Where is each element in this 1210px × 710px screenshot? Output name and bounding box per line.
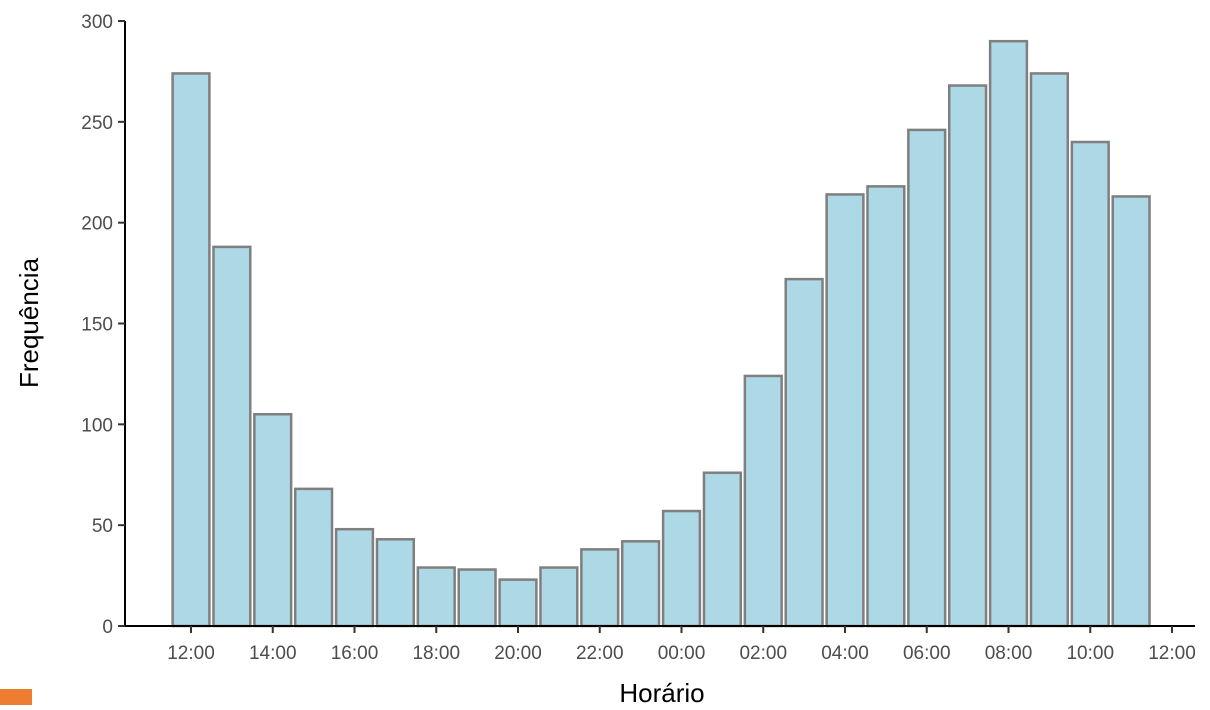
y-tick-label-5: 250: [81, 113, 113, 134]
bar-17: [866, 185, 906, 628]
x-tick-label-4: 20:00: [494, 643, 542, 664]
bar-11: [620, 540, 661, 628]
x-tick-label-6: 00:00: [658, 643, 706, 664]
x-tick-label-1: 14:00: [249, 643, 297, 664]
x-tick-label-12: 12:00: [1148, 643, 1196, 664]
y-axis-title: Frequência: [14, 257, 44, 388]
x-tick-label-8: 04:00: [821, 643, 869, 664]
bar-2: [253, 413, 293, 628]
bar-3: [293, 487, 334, 628]
bar-18: [907, 128, 947, 628]
bar-7: [457, 568, 497, 628]
bar-13: [702, 471, 743, 628]
bar-19: [947, 84, 988, 628]
bar-10: [580, 548, 620, 628]
bar-5: [375, 538, 416, 628]
x-axis-title: Horário: [619, 678, 704, 705]
bar-16: [825, 193, 865, 628]
corner-accent-mark: [0, 689, 32, 705]
bars-layer: [171, 39, 1151, 628]
y-tick-label-3: 150: [81, 315, 113, 336]
x-tick-label-0: 12:00: [167, 643, 215, 664]
x-tick-label-5: 22:00: [576, 643, 624, 664]
bar-4: [334, 527, 375, 628]
y-tick-label-2: 100: [81, 415, 113, 436]
bar-22: [1070, 140, 1110, 628]
bar-20: [988, 39, 1029, 628]
bar-9: [539, 566, 579, 628]
y-tick-label-4: 200: [81, 214, 113, 235]
x-tick-label-3: 18:00: [412, 643, 460, 664]
bar-23: [1111, 195, 1151, 628]
x-tick-label-9: 06:00: [903, 643, 951, 664]
x-tick-label-7: 02:00: [739, 643, 787, 664]
bar-6: [416, 566, 456, 628]
bar-0: [171, 72, 211, 628]
bar-14: [743, 374, 783, 628]
ticks-layer: 0 50 100 150 200 250 300 12:00 14:00 16:00 18:00 20…: [81, 12, 1195, 664]
x-tick-label-11: 10:00: [1066, 643, 1114, 664]
bar-21: [1029, 72, 1070, 628]
bar-15: [784, 277, 824, 628]
y-tick-label-6: 300: [81, 12, 113, 33]
x-tick-label-10: 08:00: [985, 643, 1033, 664]
y-tick-label-1: 50: [92, 516, 113, 537]
bar-8: [498, 578, 538, 628]
bar-12: [661, 509, 702, 628]
y-tick-label-0: 0: [102, 617, 113, 638]
bar-1: [212, 245, 252, 628]
x-tick-label-2: 16:00: [331, 643, 379, 664]
